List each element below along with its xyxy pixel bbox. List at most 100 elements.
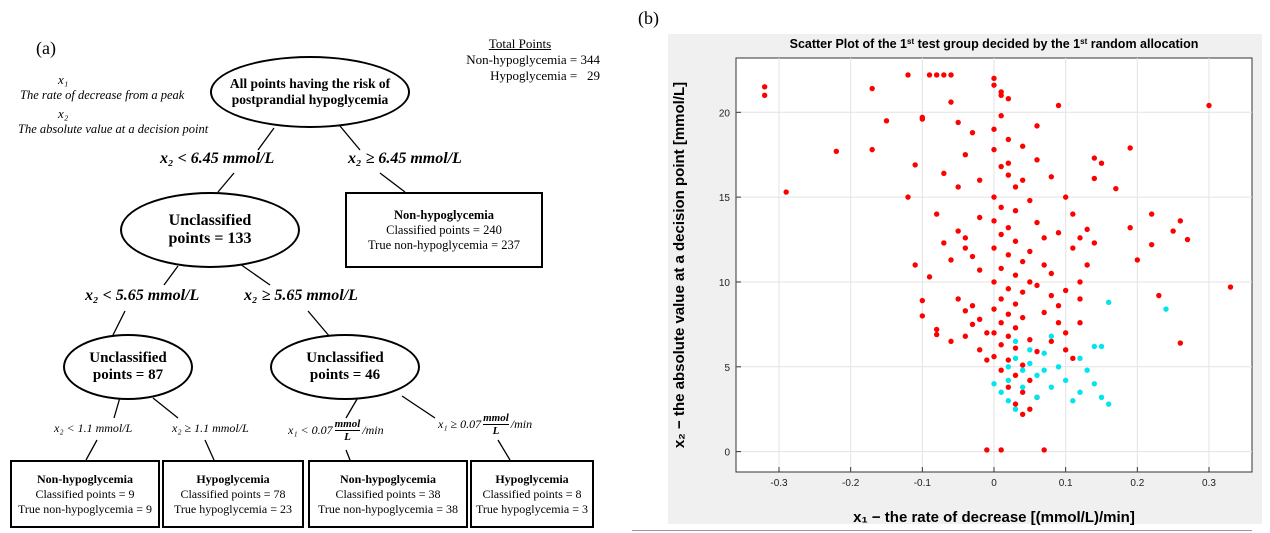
split2-left: x₂ < 5.65 mmol/L: [85, 287, 200, 304]
data-point: [919, 116, 926, 122]
data-point: [991, 126, 997, 132]
leaf-2-true: True hypoglycemia = 23: [174, 501, 292, 516]
data-point: [1084, 226, 1090, 233]
data-point: [976, 267, 983, 273]
split1-left: x₂ < 6.45 mmol/L: [160, 150, 275, 167]
leaf-3-true: True non-hypoglycemia = 38: [318, 501, 458, 516]
data-point: [1048, 270, 1055, 277]
panel-b-label: (b): [638, 8, 659, 28]
panel-a-label: (a): [36, 38, 56, 58]
leaf-2: Hypoglycemia Classified points = 78 True…: [162, 460, 304, 528]
data-point: [1034, 282, 1040, 289]
split3-d-pre: x₁ ≥ 0.07: [438, 417, 482, 431]
data-point: [1041, 309, 1047, 316]
data-point: [948, 72, 954, 78]
data-point: [1163, 306, 1169, 312]
legend-x1-desc: The rate of decrease from a peak: [20, 88, 185, 102]
data-point: [998, 296, 1004, 302]
data-point: [1027, 279, 1033, 285]
split3-c-num: mmol: [334, 418, 361, 431]
data-point: [1012, 355, 1019, 362]
scatter-chart: -0.3 -0.2 -0.1 0 0.1 0.2 0.3 0 5 10 15 20 Scatter Pl…: [671, 37, 1253, 526]
data-point: [1055, 102, 1062, 109]
data-point: [1105, 299, 1112, 306]
data-point: [969, 253, 976, 260]
data-point: [1062, 347, 1069, 353]
x-tick-label: 0.2: [1130, 478, 1144, 489]
data-point: [1019, 314, 1026, 321]
data-point: [1012, 406, 1019, 412]
data-point: [761, 84, 768, 90]
data-point: [955, 119, 961, 126]
data-point: [1055, 364, 1062, 370]
data-point: [926, 72, 933, 78]
data-point: [1041, 447, 1047, 453]
leaf-top-classified: Classified points = 240: [386, 222, 502, 237]
data-point: [1055, 303, 1062, 309]
data-point: [833, 148, 840, 155]
data-point: [1005, 398, 1012, 404]
data-point: [1062, 330, 1069, 336]
data-point: [969, 303, 976, 309]
data-point: [1012, 372, 1019, 378]
data-point: [998, 204, 1004, 211]
data-point: [1005, 364, 1012, 370]
data-point: [1127, 145, 1133, 151]
data-point: [1148, 241, 1155, 248]
leaf-1-classified: Classified points = 9: [35, 486, 135, 501]
data-point: [1005, 384, 1012, 390]
data-point: [1091, 240, 1098, 246]
leaf-1-true: True non-hypoglycemia = 9: [18, 501, 152, 516]
data-point: [969, 321, 976, 328]
totals-block: Total Points Non-hypoglycemia = 344 Hypo…: [440, 36, 600, 84]
data-point: [919, 297, 926, 304]
chart-title-part: st: [1080, 37, 1087, 46]
data-point: [1012, 345, 1019, 351]
data-point: [991, 306, 997, 312]
data-point: [1091, 175, 1098, 182]
data-point: [1062, 194, 1069, 200]
data-point: [1055, 230, 1062, 236]
data-point: [1019, 411, 1026, 418]
data-point: [948, 257, 954, 263]
split3-c-frac: mmol L: [334, 418, 361, 443]
data-point: [1012, 325, 1019, 331]
data-point: [1027, 347, 1033, 353]
data-point: [883, 118, 890, 124]
data-point: [991, 353, 997, 360]
split3-d: x₁ ≥ 0.07 mmol L /min: [438, 412, 532, 437]
split3-d-frac: mmol L: [483, 412, 509, 437]
chart-title-part: Scatter Plot of the 1: [790, 37, 907, 51]
data-point: [991, 279, 997, 285]
data-point: [926, 274, 933, 280]
data-point: [1177, 340, 1184, 346]
leaf-3-classified: Classified points = 38: [335, 486, 441, 501]
data-point: [1012, 184, 1019, 190]
split3-c-post: /min: [362, 423, 384, 437]
y-axis-label: x₂ − the absolute value at a decision po…: [671, 82, 688, 448]
data-point: [1027, 197, 1033, 204]
data-point: [1005, 377, 1012, 384]
data-point: [1005, 172, 1012, 178]
split3-d-den: L: [492, 425, 500, 437]
leaf-4-true: True hypoglycemia = 3: [476, 501, 588, 516]
data-point: [1005, 136, 1012, 143]
data-point: [1084, 262, 1090, 268]
data-point: [912, 162, 918, 168]
y-tick-label: 10: [719, 278, 731, 289]
data-point: [976, 214, 983, 221]
data-point: [1005, 357, 1012, 363]
data-point: [1034, 123, 1040, 129]
data-point: [1156, 292, 1162, 299]
data-point: [1012, 338, 1019, 345]
data-point: [998, 447, 1004, 453]
data-point: [1027, 377, 1033, 384]
data-point: [783, 189, 789, 195]
data-point: [761, 92, 768, 99]
data-point: [1055, 319, 1062, 326]
node1-line2: points = 133: [168, 230, 252, 247]
data-point: [869, 146, 875, 153]
data-point: [998, 112, 1004, 119]
data-point: [1048, 174, 1055, 180]
legend-x2-var: x₂: [58, 106, 69, 121]
